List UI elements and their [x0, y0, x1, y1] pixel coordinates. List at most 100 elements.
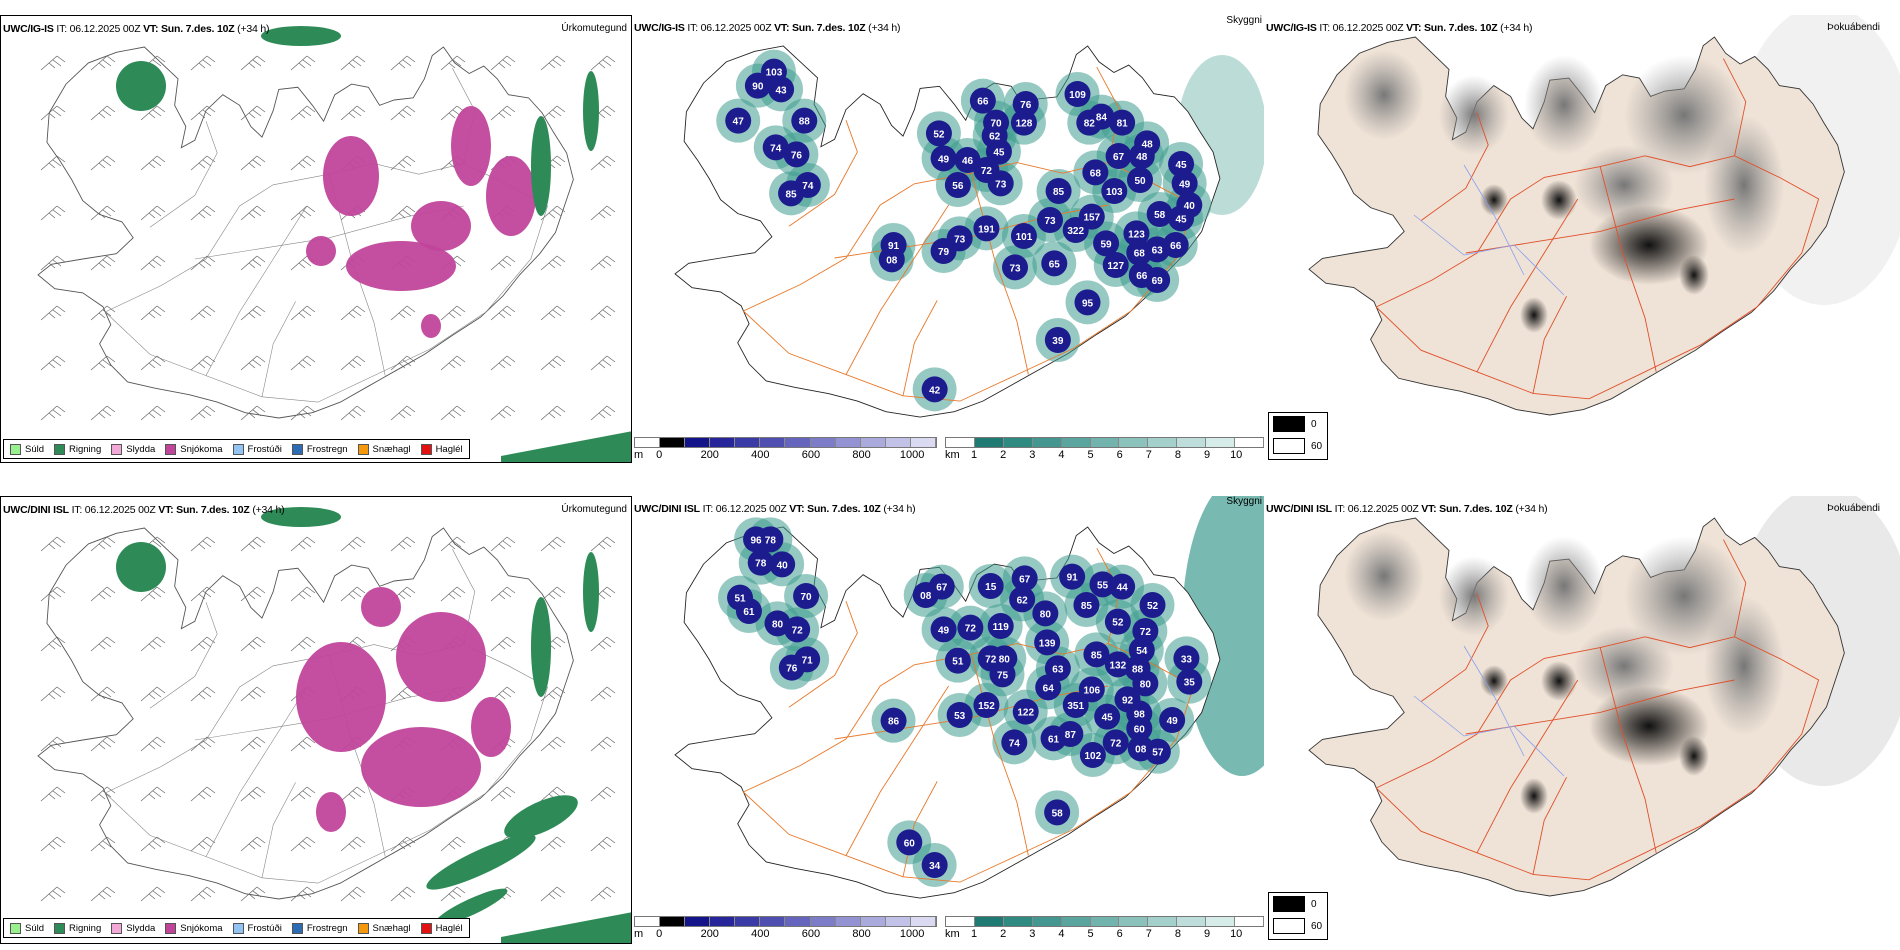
visibility-colorbar: km 1 2 3 4 5 6 7 8 9 10: [945, 437, 1264, 463]
legend-label: Slydda: [126, 922, 156, 934]
cloud-base-value: 72: [981, 166, 993, 177]
wind-barb-icon: [590, 636, 616, 652]
wind-barb-icon: [240, 836, 266, 852]
snowfall-area: [411, 201, 471, 251]
low-cloud-area: [1064, 81, 1091, 107]
low-cloud-area: [987, 613, 1014, 639]
wind-barb-icon: [440, 586, 466, 602]
colorbar-cell: [1032, 917, 1062, 926]
low-cloud-area: [784, 616, 811, 643]
cloud-base-value: 72: [985, 654, 997, 665]
legend-item: Frostúði: [232, 443, 282, 455]
low-cloud-area: [1001, 729, 1028, 756]
road-line: [971, 173, 1028, 374]
cloud-base-value: 85: [786, 189, 798, 200]
wind-barb-icon: [390, 105, 416, 121]
fog-area: [1344, 50, 1424, 140]
wind-barb-icon: [190, 686, 216, 702]
wind-barb-icon: [140, 305, 166, 321]
wind-barb-icon: [40, 536, 66, 552]
low-cloud-area: [1037, 207, 1063, 233]
wind-barb-icon: [340, 105, 366, 121]
low-cloud-area: [969, 87, 996, 114]
wind-barb-icon: [340, 586, 366, 602]
legend-item: Rigning: [54, 922, 102, 934]
cloud-base-value: 85: [1091, 650, 1103, 661]
legend-swatch: [357, 922, 369, 934]
wind-barb-icon: [90, 105, 116, 121]
cloud-base-value: 52: [933, 129, 945, 140]
wind-barb-icon: [290, 836, 316, 852]
low-cloud-area: [1094, 703, 1121, 730]
legend-item: Snæhagl: [357, 922, 411, 934]
colorbar-tick-label: 8: [1174, 449, 1182, 461]
wind-barb-icon: [590, 686, 616, 702]
cloud-base-colorbar: m 0 200 400 600 800 1000: [634, 437, 937, 463]
colorbar-cell: [810, 917, 836, 926]
wind-barb-icon: [140, 886, 166, 902]
wind-barb-icon: [140, 586, 166, 602]
road-line: [846, 205, 949, 375]
colorbar-cell: [1177, 917, 1207, 926]
road-line: [150, 121, 217, 227]
cloud-base-value: 53: [954, 711, 966, 722]
colorbar-tick-label: 0: [656, 928, 663, 940]
wind-barb-icon: [390, 155, 416, 171]
low-cloud-area: [725, 107, 752, 134]
low-cloud-area: [977, 573, 1004, 599]
low-cloud-area: [1045, 178, 1072, 204]
legend-swatch: [54, 443, 66, 455]
dense-fog-area: [1589, 205, 1709, 285]
wind-barb-icon: [90, 355, 116, 371]
field-name: Skyggni: [1226, 15, 1262, 26]
legend-label: Rigning: [69, 922, 102, 934]
road-line: [1533, 777, 1567, 874]
low-cloud-area: [987, 170, 1014, 197]
cloud-base-value: 76: [791, 150, 803, 161]
colorbar-cell: [785, 438, 811, 447]
colorbar-tick-label: 10: [1230, 928, 1243, 940]
road-line: [789, 601, 857, 707]
colorbar-cell: [974, 917, 1004, 926]
colorbar-cell: [974, 438, 1004, 447]
colorbar-cell: [1148, 917, 1178, 926]
map-header: UWC/DINI ISL IT: 06.12.2025 00Z VT: Sun.…: [634, 503, 916, 515]
low-cloud-area: [1105, 143, 1132, 169]
colorbar-tick-label: 400: [751, 449, 770, 461]
low-cloud-area: [973, 215, 1000, 242]
colorbar-cell: [1061, 438, 1091, 447]
legend-item: Frostúði: [232, 922, 282, 934]
road-line: [1600, 167, 1656, 372]
field-name: Úrkomutegund: [561, 504, 627, 515]
wind-barb-icon: [290, 636, 316, 652]
legend-swatch: [54, 922, 66, 934]
cloud-base-value: 43: [776, 85, 788, 96]
colorbar-cell: [1206, 438, 1236, 447]
it-label: IT:: [71, 504, 83, 516]
road-line: [1723, 540, 1745, 637]
valid-time: VT: Sun. 7.des. 10Z: [1421, 503, 1513, 515]
wind-barb-icon: [140, 686, 166, 702]
legend-item: Súld: [10, 922, 44, 934]
low-cloud-area: [778, 180, 805, 207]
wind-barb-icon: [40, 636, 66, 652]
visibility-colorbar: km 1 2 3 4 5 6 7 8 9 10: [945, 916, 1264, 944]
wind-barb-icon: [490, 686, 516, 702]
fog-area: [1704, 115, 1784, 255]
low-cloud-area: [1146, 201, 1173, 227]
legend-swatch: [232, 443, 244, 455]
wind-barb-icon: [590, 836, 616, 852]
model-name: UWC/DINI ISL: [1266, 503, 1332, 515]
wind-barb-icon: [190, 536, 216, 552]
dense-fog-area: [1541, 180, 1577, 220]
wind-barb-icon: [290, 355, 316, 371]
rain-area: [116, 61, 166, 111]
cloud-base-value: 88: [799, 117, 811, 128]
cloud-base-value: 47: [733, 117, 745, 128]
wind-barb-icon: [590, 55, 616, 71]
low-cloud-area: [1144, 738, 1171, 765]
low-cloud-area: [757, 526, 784, 553]
wind-barb-icon: [290, 305, 316, 321]
low-cloud-area: [921, 376, 948, 403]
